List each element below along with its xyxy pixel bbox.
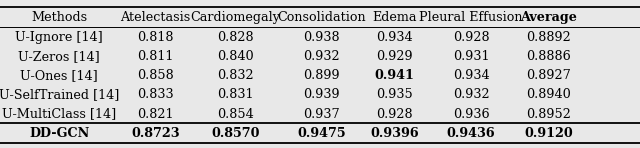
Text: 0.8723: 0.8723	[131, 127, 179, 140]
Text: 0.939: 0.939	[303, 88, 340, 101]
Text: Methods: Methods	[31, 11, 87, 24]
Text: 0.854: 0.854	[217, 108, 253, 121]
Text: 0.9475: 0.9475	[298, 127, 346, 140]
Text: 0.899: 0.899	[303, 69, 340, 82]
Text: Pleural Effusion: Pleural Effusion	[419, 11, 523, 24]
Text: 0.8892: 0.8892	[527, 30, 571, 44]
Text: 0.8952: 0.8952	[526, 108, 572, 121]
Text: U-Ones [14]: U-Ones [14]	[20, 69, 98, 82]
Text: 0.9436: 0.9436	[447, 127, 495, 140]
Text: 0.928: 0.928	[376, 108, 413, 121]
Text: 0.9396: 0.9396	[370, 127, 419, 140]
Text: 0.8886: 0.8886	[527, 50, 571, 63]
Text: 0.8927: 0.8927	[527, 69, 571, 82]
Text: 0.937: 0.937	[303, 108, 340, 121]
Text: Consolidation: Consolidation	[277, 11, 366, 24]
Text: 0.938: 0.938	[303, 30, 340, 44]
Text: U-Zeros [14]: U-Zeros [14]	[19, 50, 100, 63]
Text: U-MultiClass [14]: U-MultiClass [14]	[2, 108, 116, 121]
Text: 0.821: 0.821	[137, 108, 173, 121]
Text: Cardiomegaly: Cardiomegaly	[190, 11, 280, 24]
Text: 0.8570: 0.8570	[211, 127, 259, 140]
Text: 0.941: 0.941	[374, 69, 414, 82]
Text: 0.932: 0.932	[303, 50, 340, 63]
Text: 0.928: 0.928	[452, 30, 490, 44]
Text: 0.935: 0.935	[376, 88, 413, 101]
Text: 0.858: 0.858	[137, 69, 173, 82]
Text: 0.936: 0.936	[452, 108, 490, 121]
Text: 0.9120: 0.9120	[524, 127, 573, 140]
Text: 0.840: 0.840	[217, 50, 253, 63]
Text: 0.934: 0.934	[376, 30, 413, 44]
Text: U-Ignore [14]: U-Ignore [14]	[15, 30, 103, 44]
Text: 0.932: 0.932	[452, 88, 490, 101]
Text: 0.8940: 0.8940	[527, 88, 571, 101]
Text: DD-GCN: DD-GCN	[29, 127, 90, 140]
Text: 0.831: 0.831	[217, 88, 253, 101]
Text: 0.929: 0.929	[376, 50, 413, 63]
Text: 0.811: 0.811	[137, 50, 173, 63]
Text: U-SelfTrained [14]: U-SelfTrained [14]	[0, 88, 120, 101]
Text: 0.931: 0.931	[452, 50, 490, 63]
Text: 0.934: 0.934	[452, 69, 490, 82]
Text: Average: Average	[520, 11, 577, 24]
Text: 0.828: 0.828	[217, 30, 253, 44]
Text: 0.832: 0.832	[217, 69, 253, 82]
Text: 0.818: 0.818	[137, 30, 173, 44]
Text: Edema: Edema	[372, 11, 417, 24]
Text: Atelectasis: Atelectasis	[120, 11, 190, 24]
Text: 0.833: 0.833	[137, 88, 173, 101]
